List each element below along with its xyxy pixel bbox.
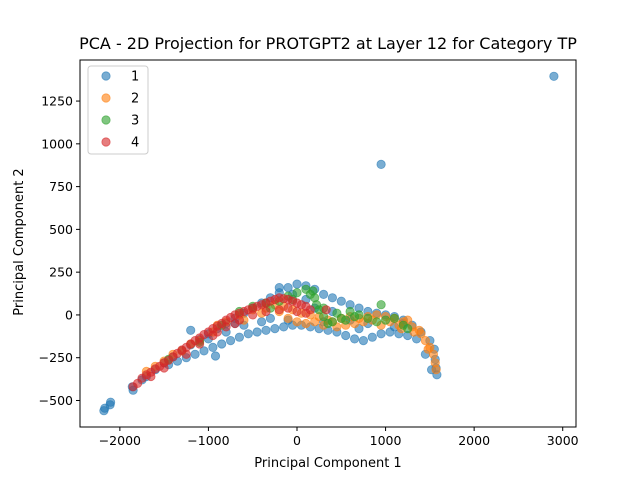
series-4-point-50 [292,306,302,317]
series-1-point-71 [190,349,200,359]
series-1-point-54 [341,330,351,341]
series-1-point-69 [208,342,218,352]
series-4-point-41 [181,349,191,359]
series-1-point-53 [349,334,360,344]
series-3-point-30 [403,323,413,334]
series-4-point-55 [159,363,169,373]
series-3-point-20 [341,315,351,325]
y-tick-label-500: 500 [49,222,73,237]
y-tick-label-1000: 1000 [41,136,73,151]
chart-title: PCA - 2D Projection for PROTGPT2 at Laye… [79,34,577,53]
y-tick-label-1250: 1250 [41,94,73,109]
series-1-point-3 [106,397,116,407]
series-1-point-65 [243,329,253,339]
x-tick-label--2000: −2000 [99,433,141,448]
x-tick-label-1000: 1000 [370,433,402,448]
y-tick-label--250: −250 [39,350,73,365]
legend-marker-1 [101,71,111,81]
legend-label-3: 3 [131,114,139,129]
series-4-point-54 [212,327,222,337]
series-4-point-53 [230,318,240,329]
series-1-point-67 [226,335,236,346]
series-1-point-81 [274,282,284,293]
plot-frame [79,59,577,428]
series-1-point-63 [261,325,271,335]
series-1-point-95 [376,159,386,169]
x-axis-label: Principal Component 1 [254,456,401,471]
series-1-point-28 [327,293,337,303]
series-1-point-75 [210,351,221,361]
series-4-point-48 [274,305,284,315]
series-1-point-24 [292,279,302,289]
series-1-point-70 [199,346,209,356]
series-3-point-25 [372,317,382,327]
series-4-point-44 [221,322,231,332]
series-2-point-10 [283,313,293,323]
series-2-point-12 [301,318,311,329]
series-1-point-87 [186,325,196,335]
y-tick-label--500: −500 [39,393,73,408]
legend-label-1: 1 [131,70,139,85]
x-tick-label-2000: 2000 [458,433,490,448]
legend-label-2: 2 [131,92,139,107]
series-3-point-17 [327,317,337,327]
series-4-point-47 [261,306,271,317]
series-1-point-68 [217,339,227,349]
series-3-point-24 [363,313,373,323]
series-2-point-30 [431,365,441,375]
series-4-point-42 [195,339,205,349]
series-3-point-31 [308,286,318,296]
y-tick-label-250: 250 [49,265,73,280]
series-4-point-52 [321,305,331,315]
points-layer [99,71,559,416]
legend-label-4: 4 [131,136,139,151]
series-1-point-62 [270,323,280,334]
x-tick-label--1000: −1000 [187,433,229,448]
series-2 [141,300,441,376]
series-2-point-31 [423,344,433,354]
series-4-point-56 [146,371,156,382]
series-3-point-8 [292,288,302,298]
series-3-point-27 [380,315,391,325]
legend-box [87,65,149,155]
y-tick-label-750: 750 [49,179,73,194]
legend-marker-2 [101,93,111,103]
y-axis-label: Principal Component 2 [12,168,27,315]
series-3-point-23 [354,310,364,320]
x-tick-label-3000: 3000 [547,433,579,448]
series-1-point-91 [256,317,267,327]
series-1-point-96 [549,71,559,81]
series-2-point-11 [292,317,302,327]
series-4 [128,293,331,392]
series-4-point-49 [283,303,293,313]
series-1-point-61 [279,322,289,332]
series-1-point-50 [376,329,386,339]
y-tick-label-0: 0 [65,307,73,322]
series-1-point-27 [318,289,329,299]
series-1-point-64 [252,327,262,337]
legend-marker-4 [101,137,111,147]
series-4-point-46 [248,310,258,320]
legend-marker-3 [101,115,111,125]
series-1-point-29 [336,296,346,306]
x-tick-label-0: 0 [293,433,301,448]
axes-layer: −2000 −1000 0 1000 2000 3000 −500 −250 0 250 500 75… [39,59,579,448]
series-1-point-51 [367,332,377,342]
series-3-point-26 [376,300,386,310]
series-3-point-28 [389,313,399,323]
series-1-point-66 [234,332,244,342]
series-1-point-52 [358,335,368,346]
series-4-point-51 [301,308,311,318]
series-1-point-77 [265,313,275,323]
series-2-point-26 [420,335,430,346]
legend: 1 2 3 4 [87,65,149,155]
